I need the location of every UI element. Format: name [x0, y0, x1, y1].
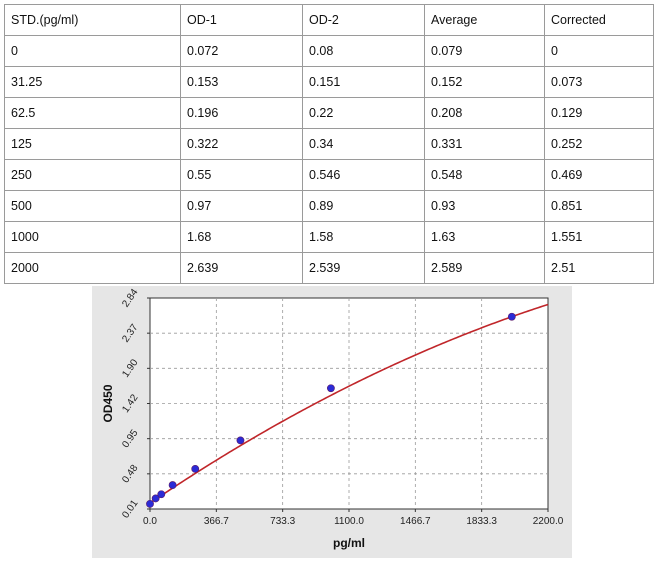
standard-curve-chart: 0.0 366.7 733.3 1100.0 1466.7 1833.3 2200.0 0.0… — [101, 287, 564, 550]
table-cell: 0.851 — [544, 190, 654, 222]
table-cell: 62.5 — [4, 97, 181, 129]
table-cell: 0.469 — [544, 159, 654, 191]
y-axis-label: OD450 — [101, 384, 115, 422]
x-tick-label: 1833.3 — [466, 516, 497, 527]
table-cell: 0.97 — [180, 190, 303, 222]
table-row: 0 0.072 0.08 0.079 0 — [4, 35, 654, 67]
table-cell: 0.252 — [544, 128, 654, 160]
fit-curve-line — [149, 303, 549, 504]
data-point — [236, 436, 245, 445]
table-row: 1000 1.68 1.58 1.63 1.551 — [4, 221, 654, 253]
table-cell: 0.073 — [544, 66, 654, 98]
table-cell: 0.89 — [302, 190, 425, 222]
standards-table: STD.(pg/ml) OD-1 OD-2 Average Corrected 0 0.07… — [4, 4, 654, 284]
table-cell: 0.331 — [424, 128, 545, 160]
column-header: OD-2 — [302, 4, 425, 36]
table-cell: 0.08 — [302, 35, 425, 67]
column-header: Average — [424, 4, 545, 36]
table-cell: 1.551 — [544, 221, 654, 253]
table-cell: 0 — [4, 35, 181, 67]
table-cell: 125 — [4, 128, 181, 160]
table-cell: 500 — [4, 190, 181, 222]
table-cell: 2000 — [4, 252, 181, 284]
table-header-row: STD.(pg/ml) OD-1 OD-2 Average Corrected — [4, 4, 654, 36]
x-tick-label: 733.3 — [270, 516, 295, 527]
table-cell: 0.55 — [180, 159, 303, 191]
chart-panel: 0.0 366.7 733.3 1100.0 1466.7 1833.3 2200.0 0.0… — [92, 286, 572, 558]
x-tick-label: 1100.0 — [334, 516, 364, 527]
y-tick-label: 0.48 — [120, 463, 140, 486]
table-cell: 1.68 — [180, 221, 303, 253]
table-row: 62.5 0.196 0.22 0.208 0.129 — [4, 97, 654, 129]
table-cell: 1.58 — [302, 221, 425, 253]
table-cell: 2.51 — [544, 252, 654, 284]
data-point — [327, 384, 335, 393]
y-tick-label: 0.01 — [120, 498, 140, 521]
table-cell: 1.63 — [424, 221, 545, 253]
table-row: 31.25 0.153 0.151 0.152 0.073 — [4, 66, 654, 98]
y-tick-label: 0.95 — [120, 427, 140, 450]
table-cell: 0.22 — [302, 97, 425, 129]
column-header: STD.(pg/ml) — [4, 4, 181, 36]
table-cell: 0.93 — [424, 190, 545, 222]
data-point — [168, 481, 177, 489]
x-tick-label: 2200.0 — [533, 516, 564, 527]
column-header: Corrected — [544, 4, 654, 36]
table-cell: 0.322 — [180, 128, 303, 160]
table-cell: 31.25 — [4, 66, 181, 98]
table-cell: 0.196 — [180, 97, 303, 129]
table-cell: 2.589 — [424, 252, 545, 284]
y-tick-label: 2.84 — [120, 287, 140, 310]
data-point — [157, 490, 166, 499]
x-tick-label: 1466.7 — [400, 516, 431, 527]
table-cell: 1000 — [4, 221, 181, 253]
x-tick-label: 366.7 — [204, 516, 229, 527]
table-cell: 2.539 — [302, 252, 425, 284]
table-cell: 0.153 — [180, 66, 303, 98]
table-cell: 0.079 — [424, 35, 545, 67]
table-cell: 250 — [4, 159, 181, 191]
table-cell: 0.548 — [424, 159, 545, 191]
table-cell: 0.152 — [424, 66, 545, 98]
table-cell: 2.639 — [180, 252, 303, 284]
x-tick-label: 0.0 — [143, 516, 157, 527]
table-cell: 0 — [544, 35, 654, 67]
x-axis-label: pg/ml — [333, 536, 365, 550]
y-tick-label: 1.42 — [120, 392, 140, 415]
column-header: OD-1 — [180, 4, 303, 36]
table-cell: 0.34 — [302, 128, 425, 160]
table-row: 125 0.322 0.34 0.331 0.252 — [4, 128, 654, 160]
y-tick-label: 2.37 — [120, 322, 140, 345]
table-row: 250 0.55 0.546 0.548 0.469 — [4, 159, 654, 191]
y-tick-label: 1.90 — [120, 357, 140, 380]
table-cell: 0.546 — [302, 159, 425, 191]
data-point — [146, 499, 154, 508]
table-cell: 0.208 — [424, 97, 545, 129]
data-point — [191, 464, 200, 473]
table-cell: 0.151 — [302, 66, 425, 98]
table-cell: 0.072 — [180, 35, 303, 67]
table-row: 2000 2.639 2.539 2.589 2.51 — [4, 252, 654, 284]
table-row: 500 0.97 0.89 0.93 0.851 — [4, 190, 654, 222]
data-point — [151, 494, 160, 503]
table-cell: 0.129 — [544, 97, 654, 129]
data-point — [507, 312, 516, 321]
